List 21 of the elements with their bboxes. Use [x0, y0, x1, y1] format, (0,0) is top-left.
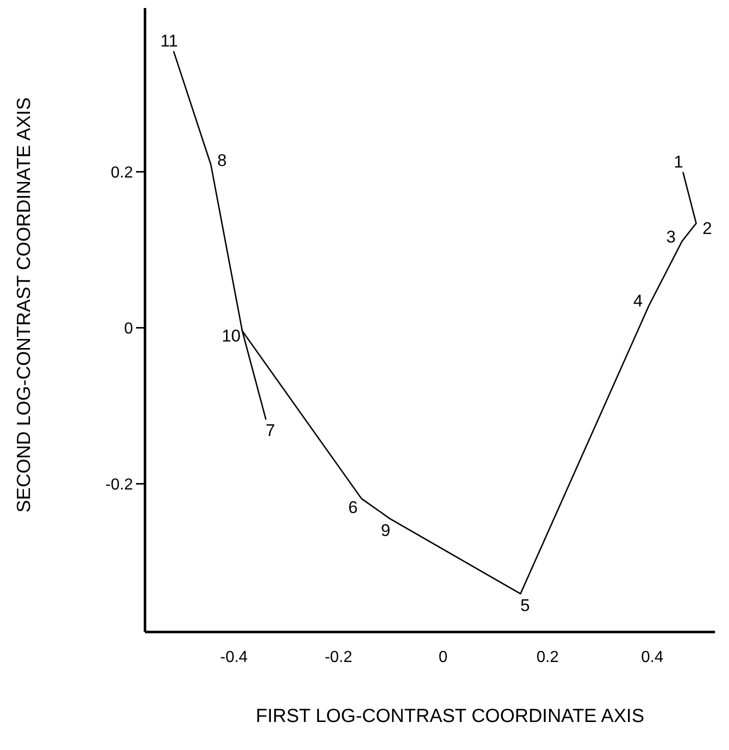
- y-tick-label: 0: [124, 320, 134, 338]
- x-tick-label: -0.2: [324, 649, 352, 666]
- annotation: 7: [266, 421, 276, 440]
- annotation: 11: [160, 32, 178, 51]
- x-tick-label: 0.2: [536, 649, 559, 666]
- annotation: 8: [217, 151, 227, 170]
- annotation: 5: [520, 596, 530, 615]
- annotation: 6: [348, 498, 358, 518]
- annotation: 10: [222, 326, 241, 346]
- annotation: 3: [666, 228, 676, 247]
- y-axis-title: SECOND LOG-CONTRAST COORDINATE AXIS: [14, 97, 35, 513]
- annotation: 4: [633, 292, 643, 311]
- y-tick-label: -0.2: [105, 476, 134, 494]
- x-tick-label: -0.4: [220, 649, 248, 666]
- annotation: 1: [674, 152, 684, 172]
- y-tick-label: 0.2: [110, 164, 134, 182]
- annotation: 2: [702, 218, 712, 238]
- x-tick-label: 0.4: [641, 649, 664, 666]
- x-axis-title: FIRST LOG-CONTRAST COORDINATE AXIS: [256, 706, 644, 727]
- x-tick-label: 0: [438, 649, 448, 666]
- annotation: 9: [380, 520, 390, 540]
